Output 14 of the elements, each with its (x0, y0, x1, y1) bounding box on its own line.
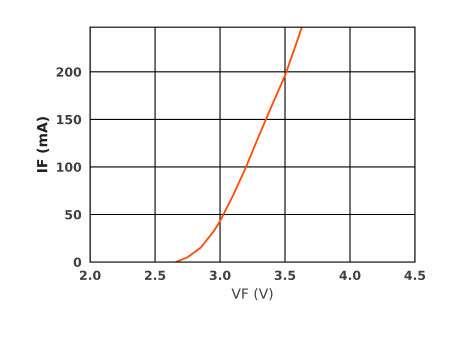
y-tick-label: 150 (57, 114, 82, 124)
line-series (174, 27, 303, 262)
x-tick-label: 3.5 (274, 270, 296, 280)
y-tick-label: 100 (57, 162, 82, 172)
x-tick-label: 3.0 (210, 270, 231, 280)
x-axis-title: VF (V) (232, 288, 272, 300)
y-tick-label: 50 (65, 210, 82, 220)
y-tick-label: 0 (74, 258, 82, 267)
x-tick-label: 4.5 (404, 270, 426, 280)
x-tick-label: 4.0 (339, 270, 360, 280)
y-tick-label: 200 (56, 67, 82, 77)
y-axis-title: IF (mA) (36, 117, 50, 172)
x-tick-label: 2.0 (80, 270, 101, 280)
x-tick-label: 2.5 (144, 270, 166, 280)
